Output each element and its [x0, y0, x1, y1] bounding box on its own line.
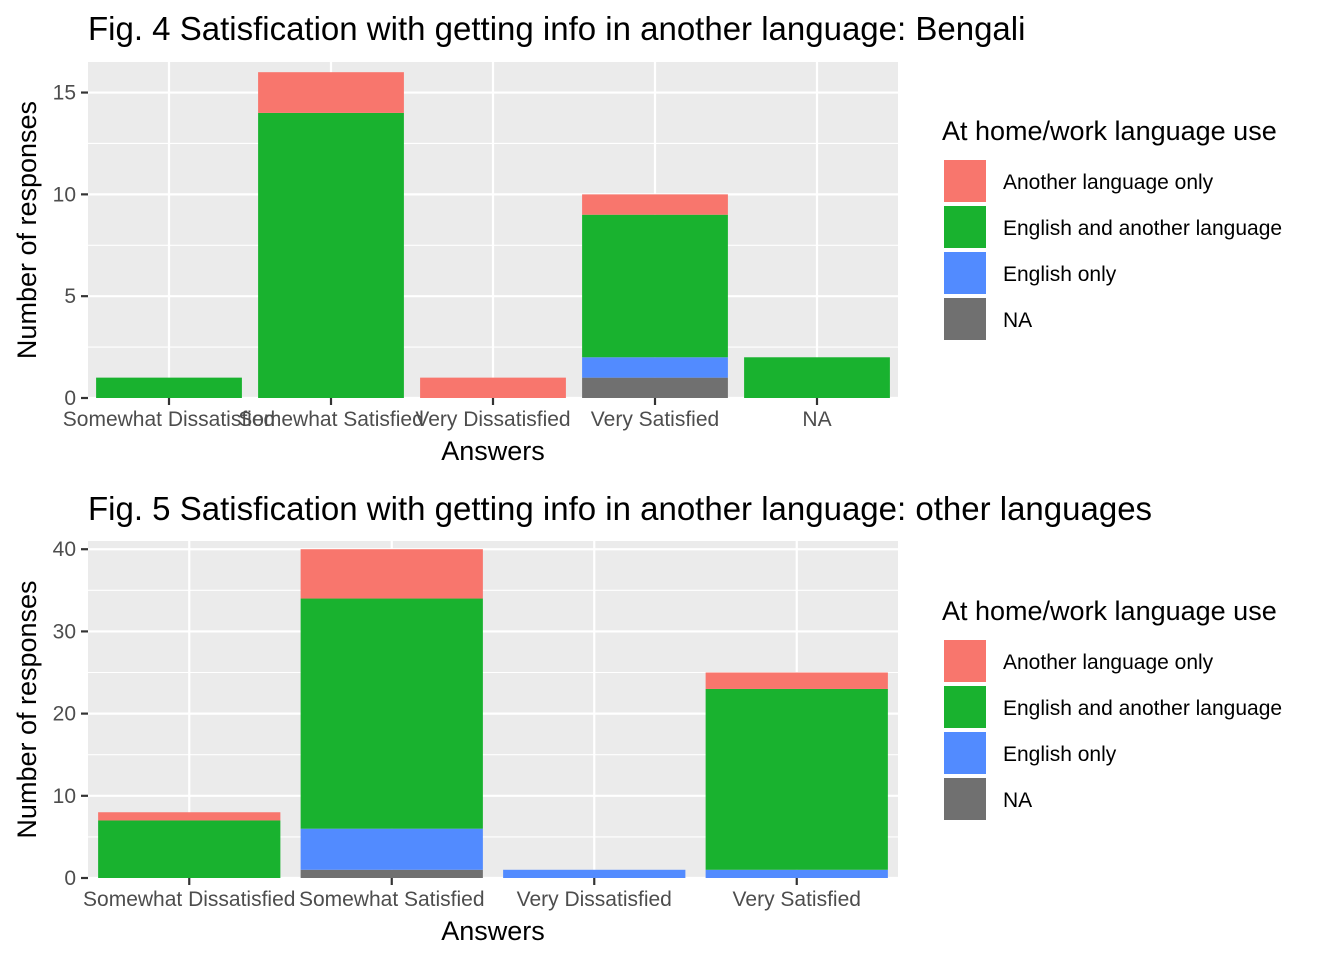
- x-tick-label: Very Satisfied: [733, 888, 861, 911]
- bar-segment: [705, 672, 888, 689]
- bar-segment: [503, 869, 686, 878]
- x-tick-label: Somewhat Satisfied: [238, 408, 424, 431]
- chart-1: Fig. 4 Satisfication with getting info i…: [12, 10, 1282, 466]
- bar-segment: [582, 214, 728, 358]
- legend-swatch: [944, 686, 986, 728]
- y-tick-label: 5: [64, 285, 76, 308]
- legend-label: English only: [1003, 263, 1117, 286]
- y-axis-title: Number of responses: [12, 101, 42, 359]
- bar-segment: [96, 377, 242, 398]
- bar-segment: [582, 194, 728, 215]
- legend-label: English only: [1003, 743, 1117, 766]
- bar-segment: [300, 869, 483, 878]
- x-tick-label: Very Satisfied: [591, 408, 719, 431]
- bar-segment: [744, 357, 890, 398]
- bar-segment: [258, 72, 404, 113]
- bar-segment: [300, 828, 483, 870]
- legend: At home/work language use Another languag…: [942, 116, 1282, 340]
- bar-segment: [258, 112, 404, 398]
- legend: At home/work language use Another languag…: [942, 596, 1282, 820]
- bar-segment: [705, 688, 888, 870]
- x-tick-label: NA: [802, 408, 831, 431]
- legend-swatch: [944, 206, 986, 248]
- y-tick-label: 10: [53, 785, 76, 808]
- legend-label: Another language only: [1003, 651, 1214, 674]
- x-tick-label: Somewhat Satisfied: [299, 888, 485, 911]
- y-tick-label: 15: [53, 82, 76, 105]
- y-tick-label: 20: [53, 703, 76, 726]
- legend-swatch: [944, 640, 986, 682]
- x-axis-title: Answers: [441, 436, 545, 466]
- bar-segment: [705, 869, 888, 878]
- legend-swatch: [944, 252, 986, 294]
- legend-title: At home/work language use: [942, 116, 1277, 146]
- legend-label: NA: [1003, 789, 1032, 812]
- x-tick-label: Very Dissatisfied: [415, 408, 570, 431]
- bar-segment: [98, 812, 281, 821]
- legend-swatch: [944, 732, 986, 774]
- chart-2: Fig. 5 Satisfication with getting info i…: [12, 490, 1282, 946]
- x-tick-label: Very Dissatisfied: [517, 888, 672, 911]
- y-tick-label: 30: [53, 620, 76, 643]
- bar-segment: [98, 820, 281, 878]
- x-tick-label: Somewhat Dissatisfied: [63, 408, 275, 431]
- y-tick-label: 40: [53, 538, 76, 561]
- legend-swatch: [944, 160, 986, 202]
- legend-title: At home/work language use: [942, 596, 1277, 626]
- chart-title: Fig. 5 Satisfication with getting info i…: [88, 490, 1152, 527]
- chart-title: Fig. 4 Satisfication with getting info i…: [88, 10, 1025, 47]
- bar-segment: [420, 377, 566, 398]
- y-tick-label: 10: [53, 183, 76, 206]
- bar-segment: [582, 357, 728, 378]
- x-axis-title: Answers: [441, 916, 545, 946]
- legend-label: NA: [1003, 309, 1032, 332]
- y-tick-label: 0: [64, 867, 76, 890]
- y-axis-title: Number of responses: [12, 580, 42, 838]
- bar-segment: [300, 598, 483, 829]
- y-tick-label: 0: [64, 387, 76, 410]
- x-tick-label: Somewhat Dissatisfied: [83, 888, 295, 911]
- legend-label: Another language only: [1003, 171, 1214, 194]
- legend-swatch: [944, 778, 986, 820]
- legend-label: English and another language: [1003, 217, 1282, 240]
- bar-segment: [300, 549, 483, 599]
- legend-label: English and another language: [1003, 697, 1282, 720]
- bar-segment: [582, 377, 728, 398]
- legend-swatch: [944, 298, 986, 340]
